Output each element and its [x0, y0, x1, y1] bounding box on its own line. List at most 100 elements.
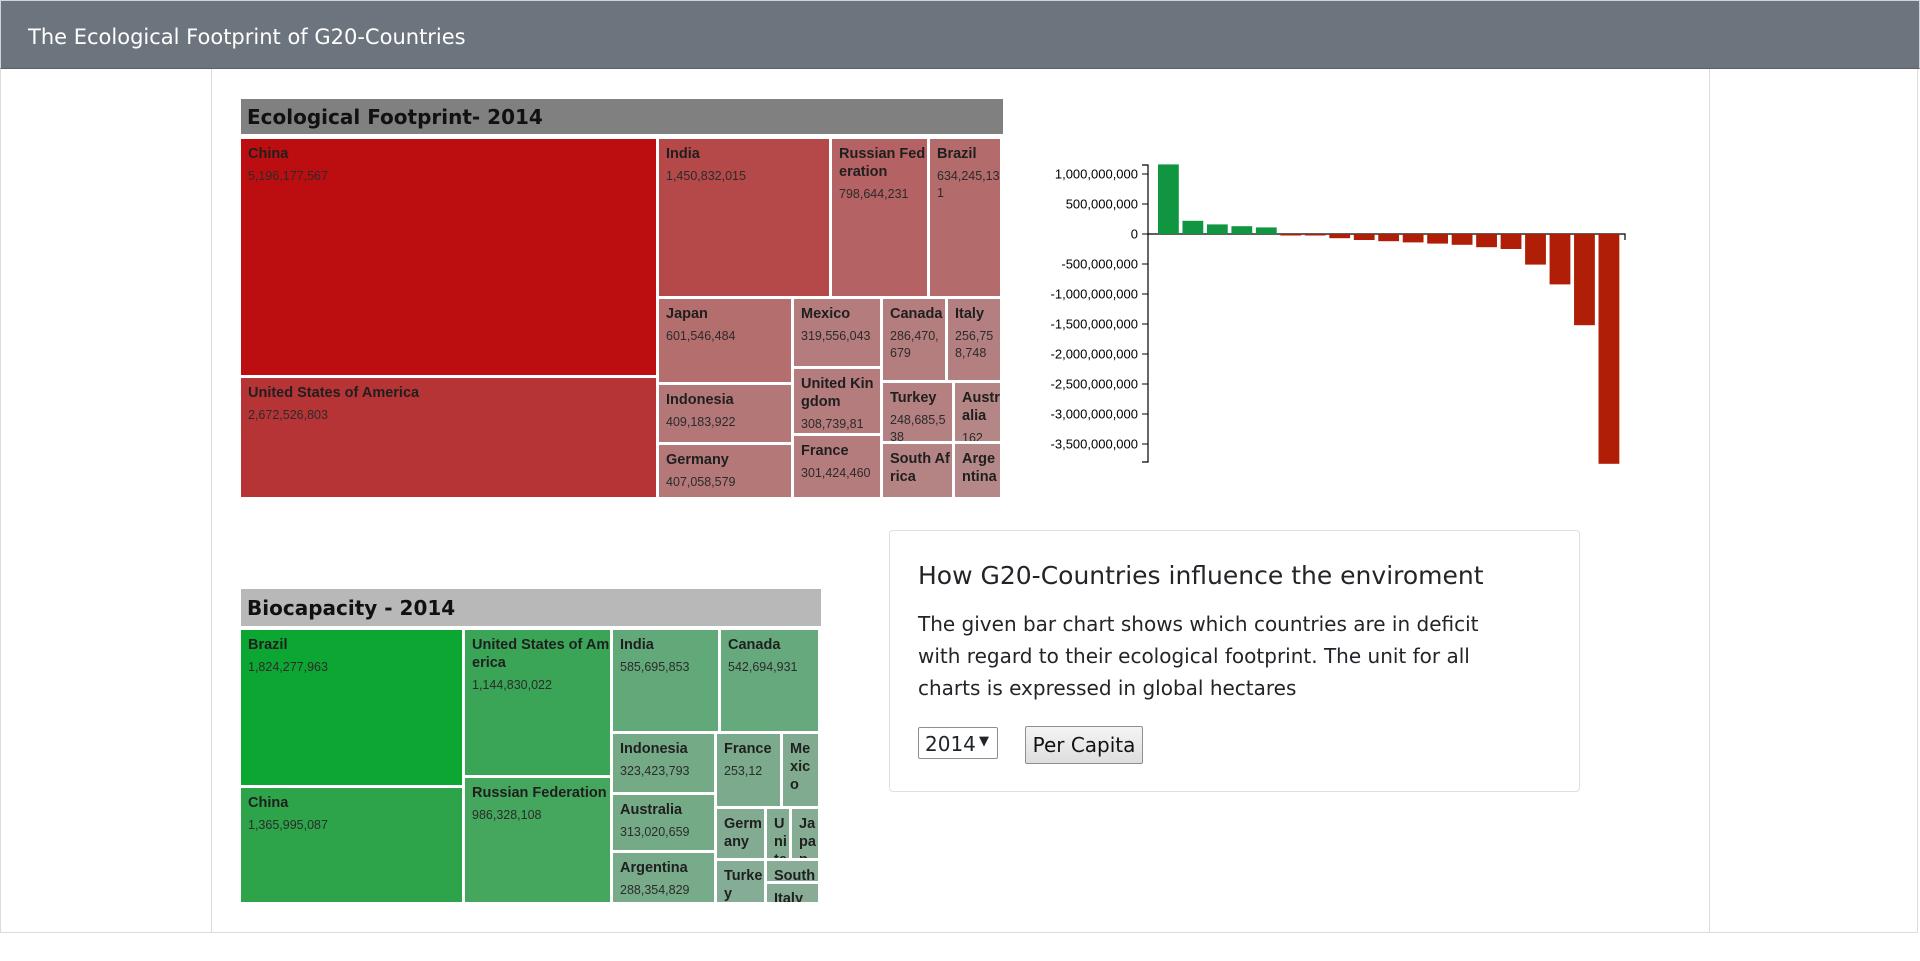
footprint-tile[interactable]: Russian Federation 798,644,231 — [832, 139, 930, 299]
footprint-tile-name: Brazil — [937, 146, 977, 162]
biocapacity-tile[interactable]: Brazil 1,824,277,963 — [241, 630, 465, 788]
bar — [1158, 164, 1179, 234]
biocapacity-tile-name: United Kingdom — [774, 816, 787, 861]
per-capita-button[interactable]: Per Capita — [1025, 726, 1143, 764]
footprint-tile[interactable]: France 301,424,460 — [794, 436, 883, 500]
year-select[interactable]: 2014 ▼ — [918, 727, 998, 759]
biocapacity-tile-name: Argentina — [620, 860, 688, 876]
footprint-tile[interactable]: Mexico 319,556,043 — [794, 299, 883, 369]
biocapacity-tile[interactable]: Canada 542,694,931 — [721, 630, 821, 734]
footprint-tile[interactable]: Japan 601,546,484 — [659, 299, 794, 385]
biocapacity-tile[interactable]: Japan — [792, 809, 821, 861]
footprint-treemap-title: Ecological Footprint- 2014 — [241, 99, 1003, 134]
biocapacity-tile[interactable]: China 1,365,995,087 — [241, 788, 465, 905]
outer-frame — [0, 69, 1918, 933]
info-card-text: The given bar chart shows which countrie… — [918, 612, 1479, 700]
biocapacity-tile-name: Australia — [620, 802, 683, 818]
y-axis-line — [1142, 164, 1149, 463]
y-tick-label: 0 — [1131, 227, 1138, 242]
bar — [1182, 220, 1204, 234]
biocapacity-tile[interactable]: United Kingdom — [767, 809, 792, 861]
biocapacity-tile[interactable]: Mexico — [783, 734, 821, 809]
biocapacity-tile-name: Brazil — [248, 637, 288, 653]
biocapacity-tile-name: Russian Federation — [472, 785, 607, 801]
biocapacity-tile-value: 1,365,995,087 — [248, 818, 328, 832]
app-title: The Ecological Footprint of G20-Countrie… — [28, 25, 466, 49]
biocapacity-tile-name: Canada — [728, 637, 781, 653]
biocapacity-tile[interactable]: India 585,695,853 — [613, 630, 721, 734]
footprint-tile-value: 601,546,484 — [666, 329, 736, 343]
footprint-tile-value: 409,183,922 — [666, 415, 736, 429]
biocapacity-tile[interactable]: Argentina 288,354,829 — [613, 853, 717, 905]
footprint-tile-value: 407,058,579 — [666, 475, 736, 489]
content-container — [211, 69, 1710, 933]
footprint-tile-name: China — [248, 146, 289, 162]
biocapacity-tile[interactable]: Russian Federation 986,328,108 — [465, 778, 613, 905]
biocapacity-tile-value: 542,694,931 — [728, 660, 798, 674]
footprint-tile[interactable]: Brazil 634,245,131 — [930, 139, 1003, 299]
biocapacity-tile-name: United States of America — [472, 637, 610, 671]
bar — [1574, 234, 1595, 326]
bar — [1525, 234, 1546, 265]
biocapacity-tile-value: 323,423,793 — [620, 764, 690, 778]
biocapacity-tile[interactable]: Germany — [717, 809, 767, 861]
biocapacity-tile[interactable]: Turkey — [717, 861, 767, 905]
bar — [1378, 234, 1400, 242]
footprint-tile-name: Turkey — [890, 390, 937, 406]
bar — [1280, 234, 1302, 236]
footprint-tile[interactable]: China 5,196,177,567 — [241, 139, 659, 378]
biocapacity-tile-value: 986,328,108 — [472, 808, 542, 822]
bar — [1304, 234, 1326, 236]
footprint-tile[interactable]: Argentina — [955, 444, 1003, 500]
biocapacity-tile[interactable]: United States of America 1,144,830,022 — [465, 630, 613, 778]
biocapacity-tile[interactable]: Indonesia 323,423,793 — [613, 734, 717, 795]
y-tick-label: -500,000,000 — [1061, 257, 1138, 272]
footprint-tile[interactable]: United States of America 2,672,526,803 — [241, 378, 659, 500]
footprint-tile[interactable]: Germany 407,058,579 — [659, 445, 794, 500]
bar — [1427, 234, 1449, 244]
biocapacity-tile[interactable]: France 253,12 — [717, 734, 783, 809]
bar — [1206, 224, 1228, 234]
y-tick-label: -2,000,000,000 — [1051, 347, 1138, 362]
footprint-tile-value: 286,470,679 — [890, 329, 939, 360]
biocapacity-tile[interactable]: South Africa — [767, 861, 821, 884]
footprint-tile[interactable]: Italy 256,758,748 — [948, 299, 1003, 383]
footprint-tile-value: 301,424,460 — [801, 466, 871, 480]
biocapacity-tile-name: France — [724, 741, 772, 757]
footprint-tile-name: South Africa — [890, 451, 950, 485]
biocapacity-tile[interactable]: Italy — [767, 884, 821, 905]
y-tick-label: -2,500,000,000 — [1051, 377, 1138, 392]
y-tick-label: -3,000,000,000 — [1051, 407, 1138, 422]
footprint-tile[interactable]: Canada 286,470,679 — [883, 299, 948, 383]
footprint-tile[interactable]: United Kingdom 308,739,81 — [794, 369, 883, 436]
biocapacity-tile-name: Germany — [724, 816, 762, 850]
footprint-tile-value: 5,196,177,567 — [248, 169, 328, 183]
bar — [1476, 234, 1497, 248]
footprint-tile[interactable]: Australia 162 — [955, 383, 1003, 444]
y-tick-label: -3,500,000,000 — [1051, 437, 1138, 452]
footprint-tile-name: Indonesia — [666, 392, 734, 408]
footprint-tile-name: Russian Federation — [839, 146, 926, 180]
info-card-heading: How G20-Countries influence the envirome… — [918, 561, 1484, 590]
footprint-tile[interactable]: South Africa — [883, 444, 955, 500]
footprint-tile[interactable]: Indonesia 409,183,922 — [659, 385, 794, 445]
bar — [1231, 226, 1253, 234]
bar — [1255, 227, 1277, 234]
footprint-tile-value: 798,644,231 — [839, 187, 909, 201]
footprint-tile-name: United States of America — [248, 385, 420, 401]
bar — [1402, 234, 1424, 243]
biocapacity-tile-value: 1,824,277,963 — [248, 660, 328, 674]
biocapacity-tile-name: Japan — [799, 816, 816, 861]
bar — [1451, 234, 1473, 245]
y-tick-label: 500,000,000 — [1066, 197, 1138, 212]
footprint-tile[interactable]: India 1,450,832,015 — [659, 139, 832, 299]
biocapacity-tile-name: Italy — [774, 891, 804, 905]
footprint-tile-name: Japan — [666, 306, 708, 322]
biocapacity-tile-value: 585,695,853 — [620, 660, 690, 674]
footprint-tile[interactable]: Turkey 248,685,538 — [883, 383, 955, 444]
footprint-tile-value: 319,556,043 — [801, 329, 871, 343]
footprint-tile-name: Argentina — [962, 451, 997, 485]
footprint-tile-name: Australia — [962, 390, 1000, 424]
biocapacity-tile-name: India — [620, 637, 654, 653]
biocapacity-tile[interactable]: Australia 313,020,659 — [613, 795, 717, 853]
